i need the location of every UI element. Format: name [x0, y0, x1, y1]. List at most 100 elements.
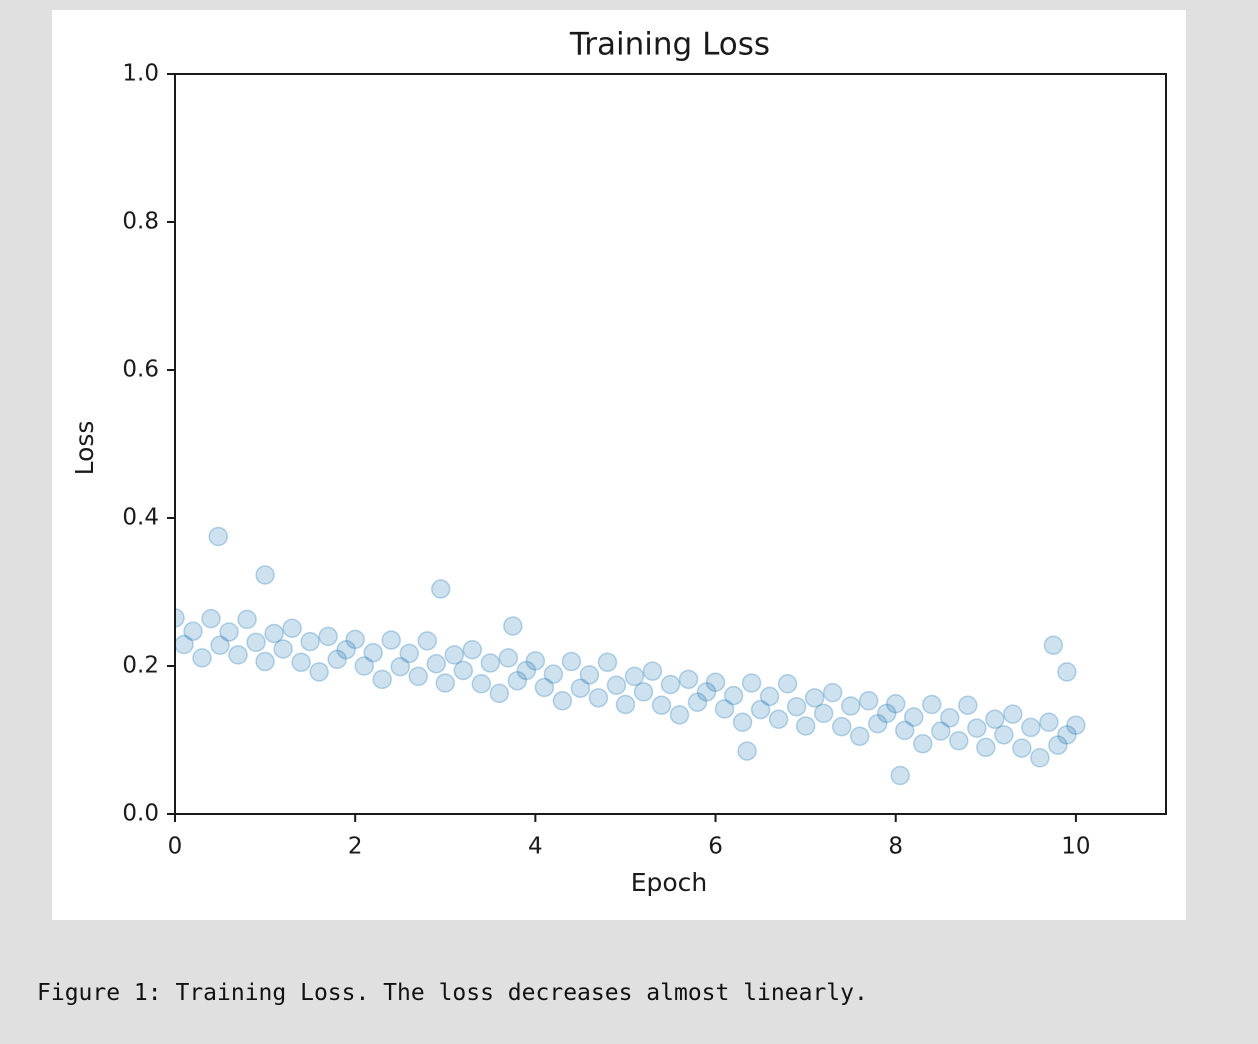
point: [867, 713, 888, 734]
point: [723, 685, 744, 706]
point: [890, 765, 910, 786]
point: [741, 673, 762, 693]
point: [444, 645, 465, 665]
point: [633, 682, 654, 702]
point: [1066, 715, 1086, 735]
point: [624, 666, 645, 687]
y-tick-label: 0.8: [122, 209, 159, 235]
chart-title: Training Loss: [569, 27, 770, 63]
point: [777, 674, 798, 694]
x-tick-label: 4: [528, 834, 543, 860]
point: [534, 677, 555, 698]
point: [1030, 748, 1050, 768]
point: [795, 716, 816, 736]
x-axis-label: Epoch: [631, 868, 708, 897]
y-tick-label: 0.2: [122, 653, 159, 679]
point: [345, 629, 365, 650]
point: [931, 721, 951, 741]
point: [246, 632, 266, 653]
point: [489, 683, 510, 704]
point: [696, 682, 717, 702]
point: [894, 720, 915, 741]
point: [813, 703, 834, 724]
point: [327, 649, 347, 670]
point: [480, 653, 501, 673]
point: [940, 708, 960, 728]
point: [732, 712, 753, 732]
x-tick-label: 6: [708, 834, 723, 860]
point: [354, 656, 374, 676]
point: [651, 695, 672, 715]
point: [381, 630, 401, 650]
point: [175, 608, 185, 628]
point: [597, 652, 618, 673]
point: [1039, 712, 1059, 732]
point: [1057, 662, 1077, 682]
plot-area: [175, 526, 1086, 786]
point: [768, 709, 789, 730]
point: [759, 686, 780, 707]
point: [300, 631, 320, 652]
point: [210, 635, 230, 656]
point: [431, 579, 451, 599]
point: [372, 669, 392, 690]
point: [1048, 735, 1068, 755]
x-tick-label: 0: [168, 834, 183, 860]
point: [1003, 704, 1023, 724]
point: [985, 709, 1005, 730]
point: [570, 678, 591, 698]
point: [503, 616, 523, 636]
point: [967, 718, 987, 738]
point: [318, 626, 338, 647]
point: [903, 707, 924, 727]
point: [994, 725, 1014, 745]
point: [822, 682, 843, 703]
point: [426, 654, 447, 674]
point: [201, 608, 221, 629]
caption: Figure 1: Training Loss. The loss decrea…: [37, 980, 868, 1006]
x-tick-label: 2: [348, 834, 363, 860]
point: [192, 648, 212, 668]
y-tick-label: 0.4: [122, 505, 159, 531]
point: [255, 651, 275, 672]
point: [237, 609, 257, 630]
y-axis-label: Loss: [70, 421, 99, 476]
point: [363, 642, 383, 663]
point: [579, 665, 600, 685]
point: [913, 733, 933, 754]
x-tick-label: 10: [1061, 834, 1090, 860]
figure-panel: [52, 10, 1186, 920]
point: [714, 699, 735, 719]
point: [264, 623, 284, 644]
point: [976, 737, 996, 758]
chart: Training Loss Epoch Loss 0 2 4 6 8 10 0.0 0.2 0.…: [70, 27, 1167, 897]
point: [228, 645, 248, 665]
point: [849, 726, 870, 747]
point: [273, 639, 293, 659]
point: [949, 730, 969, 751]
point: [885, 693, 906, 714]
point: [399, 643, 419, 664]
point: [525, 651, 546, 671]
axes-frame: [174, 73, 1167, 815]
point: [543, 664, 564, 684]
point: [705, 672, 726, 693]
point: [309, 662, 329, 682]
y-tick-label: 1.0: [122, 61, 159, 87]
point: [471, 674, 492, 694]
point: [183, 621, 203, 641]
point: [858, 691, 879, 711]
point: [737, 741, 757, 761]
point: [669, 705, 690, 725]
point: [660, 674, 681, 695]
point: [336, 639, 356, 660]
point: [642, 661, 663, 681]
point: [208, 526, 228, 547]
point: [876, 703, 897, 724]
point: [1012, 738, 1032, 758]
point: [390, 656, 410, 677]
y-tick-label: 0.0: [122, 801, 159, 827]
point: [408, 666, 428, 687]
point: [831, 716, 852, 737]
